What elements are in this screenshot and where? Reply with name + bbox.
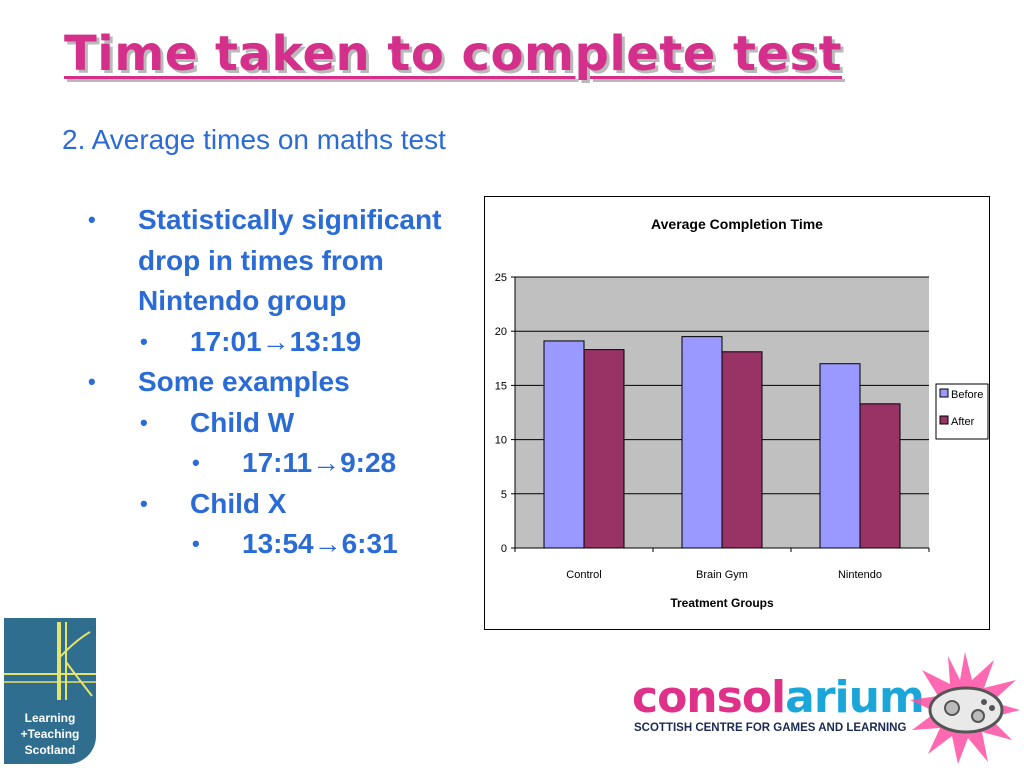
- lts-wordmark: Learning +Teaching Scotland: [4, 710, 96, 758]
- bar-before-nintendo: [819, 363, 861, 549]
- bar-after-nintendo: [859, 403, 901, 549]
- bullet-list: • Statistically significant drop in times…: [82, 200, 462, 565]
- bar-chart: Average Completion Time 0 5 10 15 20 25 Control…: [495, 216, 989, 610]
- bar-after-control: [583, 349, 625, 549]
- consolarium-word-part2: arium: [785, 672, 925, 723]
- bullet-item-level-2: • Child X: [82, 484, 462, 525]
- lts-line-2: +Teaching: [20, 727, 80, 741]
- game-controller-icon: [910, 652, 1020, 764]
- y-tick-label: 25: [495, 272, 507, 284]
- bullet-text: Some examples: [138, 366, 350, 397]
- bullet-text: 13:54→6:31: [242, 528, 398, 559]
- lts-emblem-icon: [4, 622, 96, 700]
- chart-title: Average Completion Time: [651, 216, 823, 232]
- bar-before-control: [543, 340, 585, 549]
- bullet-dot-icon: •: [140, 328, 148, 354]
- consolarium-logo: consolarium SCOTTISH CENTRE FOR GAMES AN…: [630, 650, 1022, 766]
- y-tick-label: 5: [501, 489, 507, 501]
- bullet-text: 17:01→13:19: [190, 325, 362, 357]
- bar-after-brain-gym: [721, 351, 763, 549]
- x-tick-label: Nintendo: [838, 569, 882, 581]
- bullet-item-level-3: • 17:11→9:28: [82, 443, 462, 484]
- bullet-dot-icon: •: [88, 207, 96, 232]
- consolarium-word-part1: consol: [632, 672, 786, 723]
- bullet-text: Statistically significant drop in times …: [138, 204, 442, 316]
- bullet-item-level-1: • Some examples: [82, 362, 462, 403]
- y-tick-label: 15: [495, 380, 507, 392]
- x-tick-label: Brain Gym: [696, 569, 748, 581]
- bullet-item-level-3: • 13:54→6:31: [82, 524, 462, 565]
- bullet-text: Child W: [190, 406, 295, 438]
- consolarium-tagline: SCOTTISH CENTRE FOR GAMES AND LEARNING: [634, 722, 907, 734]
- legend-label: Before: [951, 389, 983, 401]
- legend-swatch: [939, 388, 949, 398]
- bullet-dot-icon: •: [192, 531, 200, 556]
- x-tick-label: Control: [566, 569, 601, 581]
- bullet-dot-icon: •: [192, 450, 200, 475]
- bullet-dot-icon: •: [88, 369, 96, 394]
- legend-swatch: [939, 415, 949, 425]
- legend-label: After: [951, 416, 975, 428]
- y-tick-label: 10: [495, 435, 507, 447]
- bullet-dot-icon: •: [140, 409, 148, 435]
- bullet-item-level-2: • 17:01→13:19: [82, 322, 462, 363]
- bullet-item-level-2: • Child W: [82, 403, 462, 444]
- learning-teaching-scotland-logo: Learning +Teaching Scotland: [4, 618, 96, 764]
- slide-title: Time taken to complete test: [64, 26, 843, 82]
- slide-subtitle: 2. Average times on maths test: [62, 124, 446, 155]
- lts-line-1: Learning: [24, 711, 76, 725]
- lts-line-3: Scotland: [24, 743, 76, 757]
- y-tick-label: 20: [495, 326, 507, 338]
- y-tick-label: 0: [501, 543, 507, 555]
- bullet-item-level-1: • Statistically significant drop in times…: [82, 200, 462, 322]
- bar-before-brain-gym: [681, 336, 723, 549]
- chart-container: Average Completion Time 0 5 10 15 20 25 Control…: [484, 196, 990, 630]
- bullet-text: 17:11→9:28: [242, 447, 397, 478]
- bullet-dot-icon: •: [140, 490, 148, 516]
- bullet-text: Child X: [190, 487, 287, 519]
- x-axis-label: Treatment Groups: [670, 596, 774, 610]
- consolarium-wordmark: consolarium: [632, 672, 925, 723]
